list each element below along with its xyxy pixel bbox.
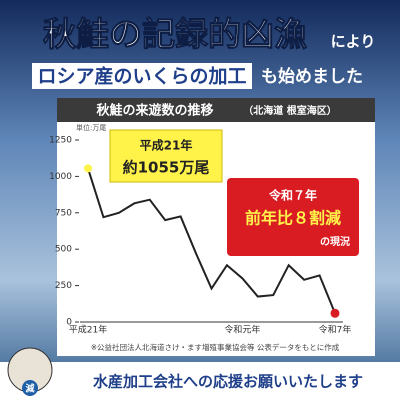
annotation: 約1055万尾 bbox=[123, 159, 210, 177]
chart-title-bar bbox=[57, 98, 375, 122]
x-tick-label: 令和元年 bbox=[224, 324, 260, 336]
x-tick-label: 令和7年 bbox=[319, 324, 352, 336]
source: ※公益社団法人北海道さけ・ます増殖事業協会等 公表データをもとに作成 bbox=[91, 342, 340, 352]
annotation: 令和７年 bbox=[268, 188, 317, 203]
marker bbox=[84, 164, 92, 173]
line bbox=[87, 168, 336, 314]
y-tick-label: 750 bbox=[55, 208, 72, 218]
annotation: 平成21年 bbox=[140, 138, 193, 153]
annotation: 前年比８割減 bbox=[245, 209, 341, 228]
chart-title: 秋鮭の来遊数の推移 bbox=[96, 103, 213, 119]
y-tick-label: 250 bbox=[55, 281, 72, 291]
footer-text: 水産加工会社への応援お願いいたします bbox=[93, 373, 363, 391]
line2: ロシア産のいくらの加工 bbox=[37, 65, 246, 88]
y-tick-label: 0 bbox=[66, 318, 72, 328]
marker bbox=[330, 308, 340, 318]
footer-band bbox=[0, 362, 400, 400]
mascot-badge bbox=[22, 380, 38, 396]
line2-suffix: も始めました bbox=[261, 66, 363, 87]
annotation: の現況 bbox=[320, 235, 350, 248]
line2-box bbox=[32, 63, 252, 89]
y-tick-label: 1000 bbox=[49, 172, 72, 182]
x-tick-label: 平成21年 bbox=[69, 324, 107, 336]
y-unit: 単位:万尾 bbox=[76, 123, 106, 132]
y-tick-label: 1250 bbox=[49, 136, 72, 146]
chart-subtitle: （北海道 根室海区） bbox=[243, 104, 336, 117]
annotation-box bbox=[109, 129, 223, 183]
header-suffix: により bbox=[331, 33, 376, 51]
mascot-badge-text: 減 bbox=[25, 383, 34, 395]
header-title: 秋鮭の記録的凶漁 bbox=[43, 15, 307, 54]
y-tick-label: 500 bbox=[55, 245, 72, 255]
annotation-box bbox=[227, 178, 359, 256]
